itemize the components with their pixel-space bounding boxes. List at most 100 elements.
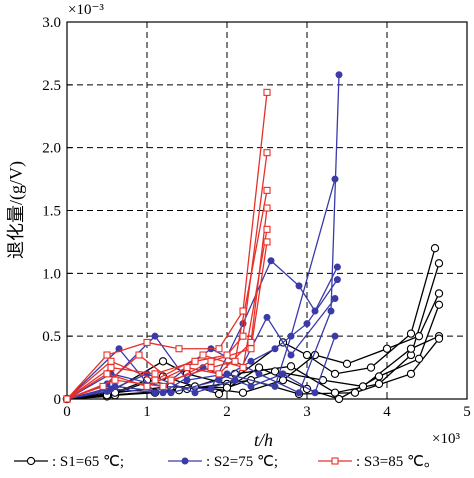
data-point: [207, 357, 215, 365]
data-point: [191, 357, 199, 365]
y-axis-label: 退化量/(g/V): [6, 161, 27, 259]
data-point: [107, 364, 115, 372]
legend-label: : S3=85 ℃。: [356, 454, 439, 470]
data-point: [231, 376, 239, 384]
x-tick-label: 0: [63, 404, 71, 420]
y-tick-label: 1.5: [42, 204, 61, 220]
data-point: [199, 351, 207, 359]
data-point: [414, 354, 424, 363]
data-point: [135, 351, 143, 359]
data-point: [334, 394, 344, 404]
legend: : S1=65 ℃; : S2=75 ℃; : S3=85 ℃。: [14, 454, 439, 470]
data-point: [434, 259, 444, 268]
data-point: [207, 385, 215, 393]
data-point: [183, 376, 191, 384]
data-point: [263, 313, 271, 321]
legend-label: : S1=65 ℃;: [52, 454, 124, 470]
data-point: [302, 350, 312, 360]
y-tick-label: 0: [54, 392, 62, 408]
data-point: [267, 257, 275, 265]
y-multiplier: ×10⁻³: [68, 2, 104, 18]
data-point: [143, 338, 151, 347]
data-point: [247, 382, 255, 390]
data-point: [223, 370, 231, 378]
data-point: [151, 389, 159, 397]
data-point: [333, 276, 341, 284]
data-point: [286, 362, 296, 371]
x-tick-label: 1: [143, 404, 151, 420]
data-point: [331, 332, 339, 340]
data-point: [374, 379, 384, 389]
data-point: [159, 382, 167, 390]
data-point: [263, 238, 271, 246]
data-point: [238, 388, 248, 397]
y-tick-label: 3.0: [42, 15, 61, 31]
data-point: [327, 307, 335, 315]
data-point: [103, 370, 111, 378]
x-multiplier: ×10³: [432, 431, 460, 447]
data-point: [151, 332, 159, 340]
data-point: [151, 370, 159, 378]
data-point: [175, 345, 183, 353]
data-point: [434, 334, 444, 343]
data-point: [215, 376, 223, 384]
data-point: [366, 363, 376, 372]
data-point: [239, 307, 247, 315]
data-point: [263, 225, 271, 233]
data-point: [255, 370, 263, 378]
data-point: [263, 204, 271, 212]
data-point: [342, 359, 352, 368]
data-point: [330, 369, 340, 379]
legend-marker: [181, 457, 189, 465]
data-point: [215, 370, 223, 378]
data-point: [247, 357, 255, 365]
data-point: [247, 345, 255, 353]
data-point: [222, 383, 232, 392]
y-tick-label: 2.0: [42, 141, 61, 157]
series-line: [66, 190, 268, 400]
data-point: [303, 320, 311, 328]
data-point: [434, 300, 444, 309]
data-point: [350, 388, 360, 397]
data-point: [382, 344, 392, 353]
data-point: [239, 364, 247, 372]
data-point: [271, 382, 279, 390]
y-tick-label: 1.0: [42, 266, 61, 282]
data-point: [295, 282, 303, 290]
data-point: [270, 367, 280, 376]
series-layer: [62, 71, 444, 404]
data-point: [167, 376, 175, 384]
data-point: [295, 389, 303, 397]
data-point: [63, 395, 71, 403]
data-point: [247, 338, 255, 347]
data-point: [335, 71, 343, 79]
data-point: [406, 369, 416, 379]
data-point: [107, 357, 115, 365]
y-tick-label: 2.5: [42, 78, 61, 94]
data-point: [406, 329, 416, 338]
data-point: [331, 175, 339, 183]
data-point: [191, 389, 199, 397]
data-point: [158, 357, 168, 366]
data-point: [263, 149, 271, 157]
data-point: [263, 88, 271, 96]
y-tick-label: 0.5: [42, 329, 61, 345]
data-point: [279, 370, 287, 378]
data-point: [278, 375, 288, 385]
data-point: [374, 372, 384, 381]
x-tick-label: 5: [463, 404, 471, 420]
data-point: [207, 364, 215, 372]
series-line: [66, 241, 268, 400]
data-point: [271, 345, 279, 353]
data-point: [214, 389, 224, 399]
data-point: [143, 382, 151, 390]
series-line: [66, 229, 268, 400]
legend-label: : S2=75 ℃;: [206, 454, 278, 470]
tick-labels: 0 1 2 3 4 5 0 0.5 1.0 1.5 2.0 2.5 3.0: [42, 15, 471, 420]
data-point: [311, 307, 319, 315]
data-point: [287, 351, 295, 359]
data-point: [159, 389, 167, 397]
data-point: [430, 244, 440, 253]
legend-marker: [26, 456, 36, 466]
data-point: [111, 376, 119, 384]
